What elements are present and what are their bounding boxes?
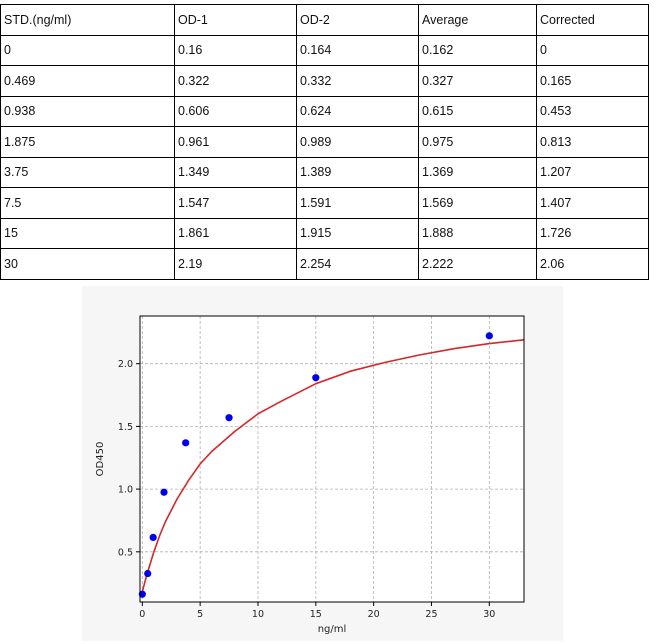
table-header-cell: STD.(ng/ml)	[0, 4, 175, 36]
table-cell: 15	[0, 217, 175, 249]
table-cell: 1.875	[0, 126, 175, 158]
table-cell: 0	[536, 34, 649, 66]
table-cell: 0.162	[418, 34, 537, 66]
table-cell: 2.254	[296, 248, 419, 280]
fit-curve-line	[141, 339, 525, 593]
data-point	[144, 569, 152, 578]
table-cell: 1.915	[296, 217, 419, 249]
table-cell: 2.222	[418, 248, 537, 280]
x-tick-label: 15	[310, 609, 322, 620]
table-row: 0.469 0.322 0.332 0.327 0.165	[0, 65, 649, 97]
table-cell: 0.961	[174, 126, 297, 158]
x-tick-label: 0	[139, 609, 145, 620]
x-tick-label: 30	[483, 609, 495, 620]
table-row: 7.5 1.547 1.591 1.569 1.407	[0, 187, 649, 219]
table-cell: 0.615	[418, 95, 537, 127]
x-tick-label: 5	[197, 609, 203, 620]
table-row: 1.875 0.961 0.989 0.975 0.813	[0, 126, 649, 158]
table-header-row: STD.(ng/ml) OD-1 OD-2 Average Corrected	[0, 4, 649, 36]
data-point	[160, 488, 168, 496]
plot-frame	[139, 315, 525, 603]
table-cell: 30	[0, 248, 175, 280]
table-header-cell: Corrected	[536, 4, 649, 36]
table-cell: 0.624	[296, 95, 419, 127]
data-point	[485, 332, 493, 340]
table-cell: 0.938	[0, 95, 175, 127]
table-header-cell: OD-2	[296, 4, 419, 36]
data-point	[149, 533, 157, 541]
table-cell: 2.06	[536, 248, 649, 280]
plot-area	[140, 316, 524, 602]
table-cell: 0.989	[296, 126, 419, 158]
table-cell: 1.407	[536, 187, 649, 219]
y-tick-label: 0.5	[118, 547, 133, 558]
table-cell: 2.19	[174, 248, 297, 280]
table-row: 0 0.16 0.164 0.162 0	[0, 34, 649, 66]
table-cell: 3.75	[0, 156, 175, 188]
table-cell: 1.369	[418, 156, 537, 188]
table-cell: 0.164	[296, 34, 419, 66]
table-cell: 1.888	[418, 217, 537, 249]
table-cell: 1.591	[296, 187, 419, 219]
x-tick-label: 25	[425, 609, 437, 620]
y-tick-label: 2.0	[118, 359, 133, 370]
standard-curve-table: STD.(ng/ml) OD-1 OD-2 Average Corrected 0 0.16…	[0, 4, 649, 280]
table-row: 3.75 1.349 1.389 1.369 1.207	[0, 156, 649, 188]
y-tick-label: 1.5	[118, 422, 133, 433]
table-cell: 0.327	[418, 65, 537, 97]
table-cell: 0	[0, 34, 175, 66]
table-header-cell: OD-1	[174, 4, 297, 36]
table-cell: 0.606	[174, 95, 297, 127]
table-row: 30 2.19 2.254 2.222 2.06	[0, 248, 649, 280]
table-cell: 1.569	[418, 187, 537, 219]
table-row: 15 1.861 1.915 1.888 1.726	[0, 217, 649, 249]
data-point	[138, 590, 146, 598]
standard-curve-chart: 0 5 10 15 20 25 30 0.5 1.0 1.5 2.0 ng/ml OD450	[82, 286, 563, 641]
x-tick-label: 10	[252, 609, 264, 620]
table-header-cell: Average	[418, 4, 537, 36]
table-row: 0.938 0.606 0.624 0.615 0.453	[0, 95, 649, 127]
table-cell: 1.726	[536, 217, 649, 249]
table-cell: 1.861	[174, 217, 297, 249]
table-cell: 1.389	[296, 156, 419, 188]
y-axis-label: OD450	[95, 442, 106, 477]
table-cell: 0.165	[536, 65, 649, 97]
table-cell: 0.332	[296, 65, 419, 97]
table-cell: 0.322	[174, 65, 297, 97]
table-cell: 0.453	[536, 95, 649, 127]
table-cell: 1.349	[174, 156, 297, 188]
x-axis-label: ng/ml	[318, 624, 347, 635]
table-cell: 0.16	[174, 34, 297, 66]
table-cell: 7.5	[0, 187, 175, 219]
x-tick-label: 20	[368, 609, 380, 620]
table-cell: 0.469	[0, 65, 175, 97]
y-tick-label: 1.0	[118, 485, 133, 496]
table-cell: 0.975	[418, 126, 537, 158]
table-cell: 1.547	[174, 187, 297, 219]
data-point	[225, 414, 233, 422]
table-cell: 1.207	[536, 156, 649, 188]
chart-svg: 0 5 10 15 20 25 30 0.5 1.0 1.5 2.0 ng/ml OD450	[95, 315, 525, 635]
table-cell: 0.813	[536, 126, 649, 158]
data-point	[182, 439, 190, 447]
data-point	[312, 374, 320, 382]
